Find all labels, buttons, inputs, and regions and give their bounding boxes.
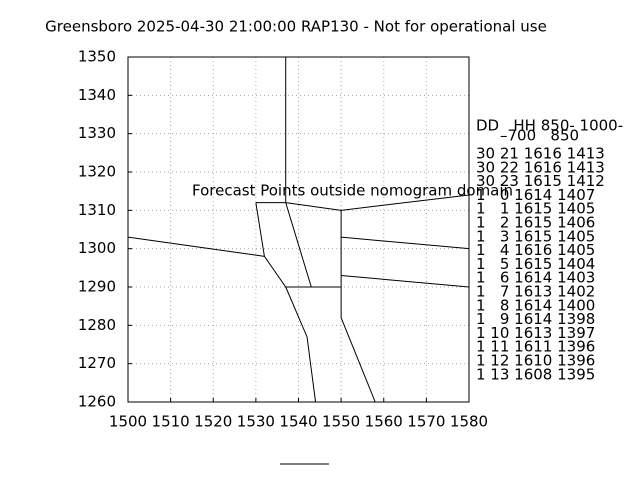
y-tick-label: 1340 (78, 86, 116, 104)
nomogram-line (285, 202, 312, 288)
x-tick-label: 1520 (194, 413, 232, 431)
plot-frame (127, 56, 470, 403)
nomogram-line (340, 317, 376, 403)
y-tick-label: 1270 (78, 354, 116, 372)
x-tick-label: 1510 (152, 413, 190, 431)
x-tick-label: 1570 (407, 413, 445, 431)
table-header: –700 850 (500, 127, 579, 145)
table-row: 1 11 1611 1396 (476, 338, 595, 356)
table-row: 1 4 1616 1405 (476, 241, 595, 259)
table-row: 1 7 1613 1402 (476, 283, 595, 301)
table-row: 1 12 1610 1396 (476, 352, 595, 370)
x-tick-label: 1500 (109, 413, 147, 431)
table-row: 1 0 1614 1407 (476, 186, 595, 204)
nomogram-line (341, 275, 470, 288)
table-row: 30 23 1615 1412 (476, 172, 605, 190)
nomogram-line (341, 236, 470, 250)
x-tick-label: 1550 (322, 413, 360, 431)
table-row: 1 1 1615 1405 (476, 200, 595, 218)
y-tick-label: 1350 (78, 48, 116, 66)
table-row: 1 13 1608 1395 (476, 365, 595, 383)
table-row: 1 9 1614 1398 (476, 310, 595, 328)
table-row: 1 10 1613 1397 (476, 324, 595, 342)
y-tick-label: 1280 (78, 316, 116, 334)
table-row: 1 2 1615 1406 (476, 214, 595, 232)
x-tick-label: 1540 (279, 413, 317, 431)
table-row: 1 5 1615 1404 (476, 255, 595, 273)
table-row: 30 22 1616 1413 (476, 158, 605, 176)
x-tick-label: 1560 (365, 413, 403, 431)
table-row: 1 8 1614 1400 (476, 296, 595, 314)
x-tick-label: 1530 (237, 413, 275, 431)
table-header: DD HH 850- 1000- (476, 117, 623, 135)
y-tick-label: 1330 (78, 124, 116, 142)
table-row: 1 3 1615 1405 (476, 227, 595, 245)
y-tick-label: 1320 (78, 163, 116, 181)
x-tick-label: 1580 (450, 413, 488, 431)
nomogram-line (285, 286, 317, 403)
nomogram-line (255, 194, 470, 211)
y-tick-label: 1300 (78, 239, 116, 257)
y-tick-label: 1310 (78, 201, 116, 219)
nomogram-line (127, 236, 287, 288)
y-tick-label: 1290 (78, 278, 116, 296)
annotation: Forecast Points outside nomogram domain (192, 182, 513, 200)
table-row: 30 21 1616 1413 (476, 145, 605, 163)
y-tick-label: 1260 (78, 393, 116, 411)
table-row: 1 6 1614 1403 (476, 269, 595, 287)
chart-title: Greensboro 2025-04-30 21:00:00 RAP130 - … (45, 18, 547, 36)
nomogram-line (255, 202, 265, 257)
